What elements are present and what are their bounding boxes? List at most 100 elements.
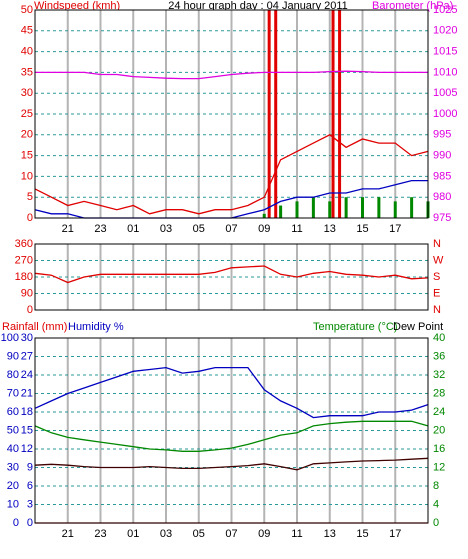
bar — [311, 197, 315, 218]
x-tick-label: 17 — [389, 528, 401, 540]
y-tick-label: 60 — [7, 406, 19, 418]
bar — [377, 197, 381, 218]
y2-tick-label: 1000 — [433, 108, 457, 120]
y-tick-label: 80 — [7, 369, 19, 381]
y2-tick-label: 40 — [433, 332, 445, 344]
x-tick-label: 05 — [193, 223, 205, 235]
y3-tick-label: 15 — [21, 424, 33, 436]
bar — [262, 213, 266, 218]
y2-tick-label: 1020 — [433, 25, 457, 37]
y2-tick-label: 980 — [433, 191, 451, 203]
y-tick-label: 90 — [7, 350, 19, 362]
bar — [410, 197, 414, 218]
x-tick-label: 13 — [324, 223, 336, 235]
x-tick-label: 03 — [160, 528, 172, 540]
x-tick-label: 15 — [356, 223, 368, 235]
y-tick-label: 35 — [21, 66, 33, 78]
bar — [279, 205, 283, 218]
x-tick-label: 17 — [389, 223, 401, 235]
y-tick-label: 50 — [7, 424, 19, 436]
y-tick-label: 45 — [21, 25, 33, 37]
y-tick-label: 10 — [21, 170, 33, 182]
y2-tick-label: 985 — [433, 170, 451, 182]
x-tick-label: 11 — [291, 223, 302, 235]
y-tick-label: 50 — [21, 4, 33, 16]
series-line — [34, 366, 429, 419]
y2-tick-label: 1010 — [433, 66, 457, 78]
y-tick-label: 90 — [21, 287, 33, 299]
x-tick-label: 07 — [225, 528, 237, 540]
y-tick-label: 0 — [27, 212, 33, 224]
y-tick-label: 5 — [27, 191, 33, 203]
y2-tick-label: N — [433, 304, 441, 316]
windspeed-label: Windspeed (kmh) — [34, 0, 120, 12]
humidity-label: Humidity % — [68, 321, 124, 333]
y3-tick-label: 18 — [21, 406, 33, 418]
y-tick-label: 25 — [21, 108, 33, 120]
y3-tick-label: 12 — [21, 443, 33, 455]
x-tick-label: 11 — [291, 528, 302, 540]
y-tick-label: 100 — [1, 332, 19, 344]
x-tick-label: 05 — [193, 528, 205, 540]
x-tick-label: 21 — [62, 528, 74, 540]
y2-tick-label: 995 — [433, 129, 451, 141]
x-tick-label: 23 — [94, 223, 106, 235]
y2-tick-label: 0 — [433, 517, 439, 529]
bar — [338, 10, 342, 218]
y2-tick-label: 16 — [433, 443, 445, 455]
y-tick-label: 360 — [15, 238, 33, 250]
y2-tick-label: 1015 — [433, 46, 457, 58]
y2-tick-label: S — [433, 271, 440, 283]
y-tick-label: 10 — [7, 498, 19, 510]
y2-tick-label: 32 — [433, 369, 445, 381]
y3-tick-label: 9 — [27, 461, 33, 473]
y2-tick-label: 975 — [433, 212, 451, 224]
x-tick-label: 23 — [94, 528, 106, 540]
x-tick-label: 01 — [127, 528, 139, 540]
y2-tick-label: 24 — [433, 406, 445, 418]
y2-tick-label: W — [433, 254, 444, 266]
y3-tick-label: 3 — [27, 498, 33, 510]
y-tick-label: 180 — [15, 271, 33, 283]
x-tick-label: 09 — [258, 223, 270, 235]
y2-tick-label: 4 — [433, 498, 439, 510]
bar — [393, 201, 397, 218]
y2-tick-label: 8 — [433, 480, 439, 492]
y-tick-label: 270 — [15, 254, 33, 266]
bar — [328, 201, 332, 218]
x-tick-label: 01 — [127, 223, 139, 235]
dew-point-label: Dew Point — [393, 321, 443, 333]
bar — [274, 10, 278, 218]
y2-tick-label: N — [433, 238, 441, 250]
y3-tick-label: 30 — [21, 332, 33, 344]
series-line — [35, 70, 428, 80]
y2-tick-label: 1005 — [433, 87, 457, 99]
series-line — [34, 420, 429, 452]
y-tick-label: 30 — [21, 87, 33, 99]
y3-tick-label: 24 — [21, 369, 33, 381]
bar — [361, 197, 364, 218]
y-tick-label: 0 — [27, 304, 33, 316]
bar — [344, 197, 348, 218]
x-tick-label: 21 — [62, 223, 74, 235]
y-tick-label: 40 — [7, 443, 19, 455]
series-line — [34, 457, 429, 471]
y2-tick-label: E — [433, 287, 440, 299]
y3-tick-label: 27 — [21, 350, 33, 362]
y3-tick-label: 0 — [27, 517, 33, 529]
x-tick-label: 15 — [356, 528, 368, 540]
y-tick-label: 15 — [21, 150, 33, 162]
y2-tick-label: 12 — [433, 461, 445, 473]
plot-frame — [34, 9, 429, 219]
y-tick-label: 30 — [7, 461, 19, 473]
y2-tick-label: 20 — [433, 424, 445, 436]
y2-tick-label: 1025 — [433, 4, 457, 16]
x-tick-label: 09 — [258, 528, 270, 540]
chart-title: 24 hour graph day : 04 January 2011 — [168, 0, 348, 12]
bar — [295, 201, 299, 218]
temperature-label: Temperature (°C) — [313, 321, 397, 333]
series-line — [34, 265, 429, 284]
y-tick-label: 70 — [7, 387, 19, 399]
series-line — [34, 134, 429, 215]
